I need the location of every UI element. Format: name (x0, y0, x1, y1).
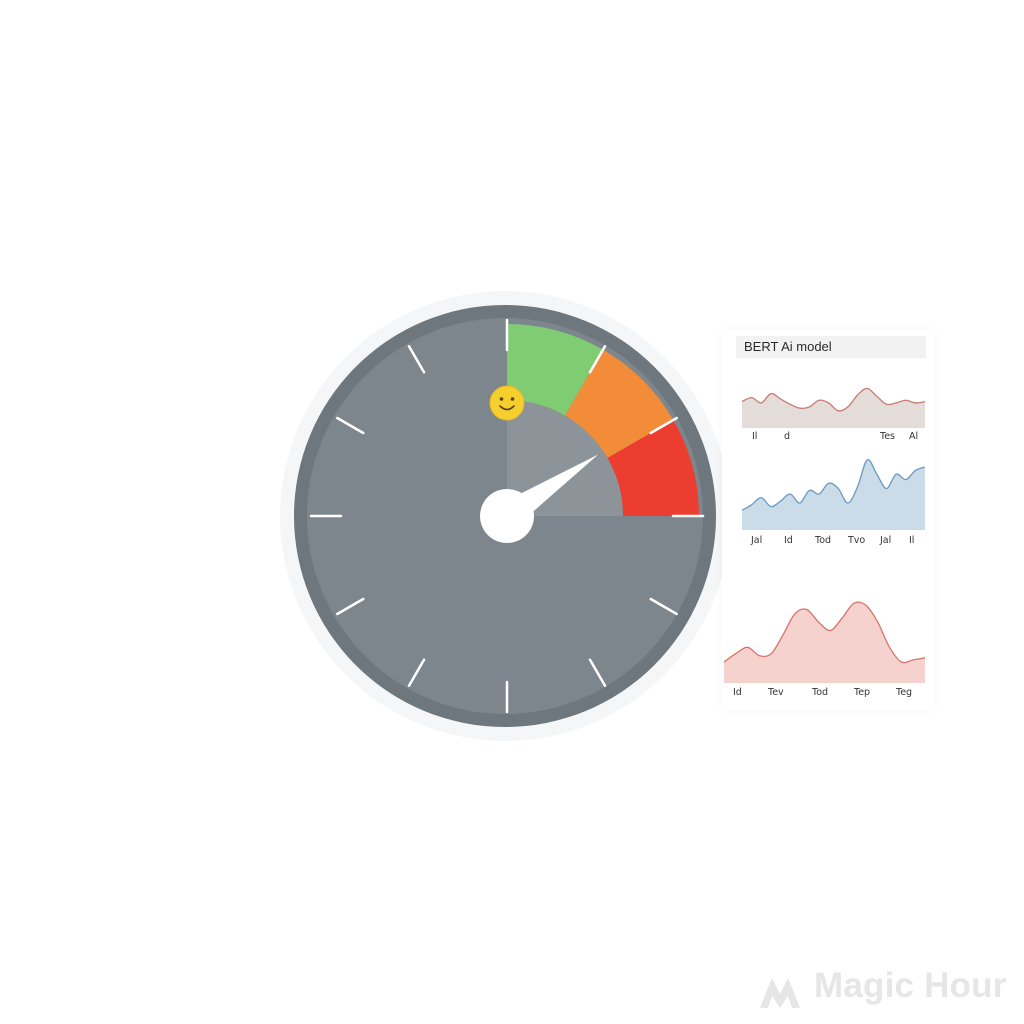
gauge-zone-red (607, 420, 699, 516)
panel-title: BERT Ai model (744, 339, 832, 354)
mini-charts-panel (722, 330, 934, 710)
magic-hour-logo-icon (760, 978, 800, 1008)
gauge-hub (480, 489, 534, 543)
gauge-tick (588, 345, 607, 374)
gauge-tick (336, 416, 365, 435)
smiley-face-icon (489, 385, 525, 421)
gauge-tick (336, 597, 365, 616)
gauge-tick (649, 416, 678, 435)
gauge-tick (407, 658, 426, 687)
gauge-zone-orange (565, 349, 674, 458)
gauge-tick (588, 658, 607, 687)
watermark-text: Magic Hour (814, 966, 1007, 1005)
gauge-tick (649, 597, 678, 616)
panel-title-bar (736, 336, 926, 358)
gauge-tick (407, 345, 426, 374)
gauge-zone-green (507, 324, 603, 416)
